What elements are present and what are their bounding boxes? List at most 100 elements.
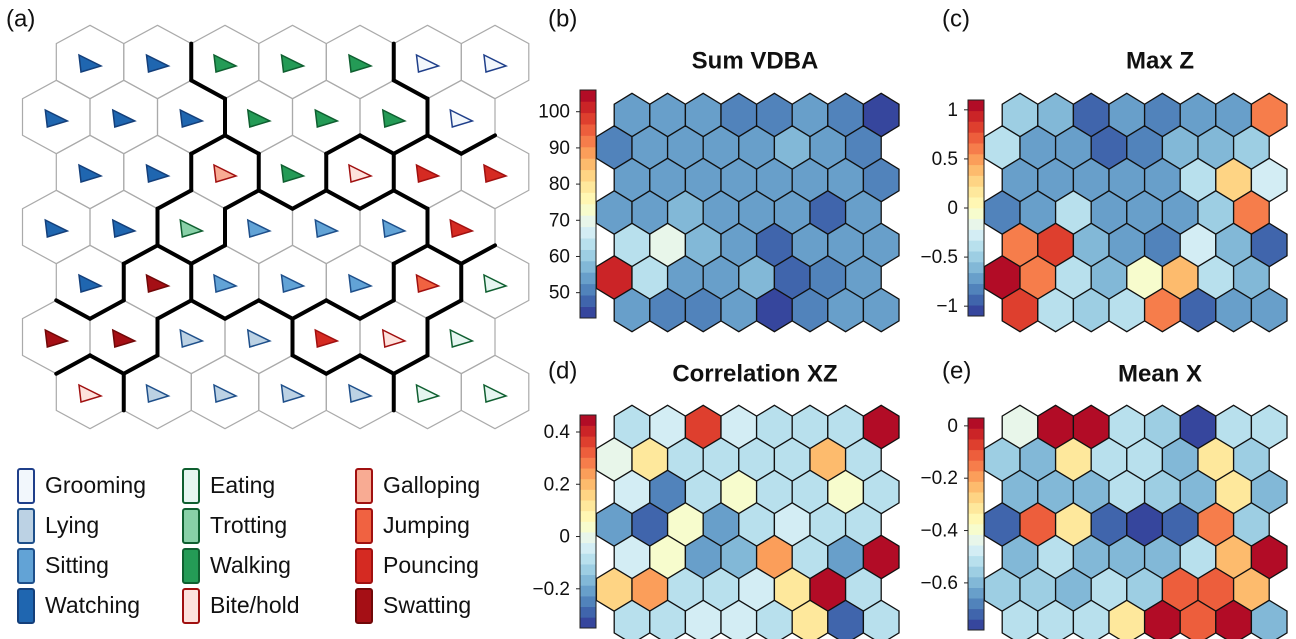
behavior-wedge (483, 273, 509, 293)
colorbar-segment (580, 457, 596, 469)
colorbar-segment (580, 425, 596, 437)
cluster-boundary (459, 243, 497, 266)
colorbar-tick-label: 100 (538, 102, 570, 123)
colorbar-segment (580, 90, 596, 102)
colorbar-segment (968, 262, 984, 274)
panel-label: (b) (548, 5, 577, 32)
panel-label: (c) (942, 5, 970, 32)
behavior-wedge (381, 108, 407, 128)
legend-swatch (17, 468, 35, 504)
colorbar-segment (580, 215, 596, 228)
cluster-boundary (155, 298, 194, 321)
colorbar-frame (967, 417, 985, 631)
colorbar-segment (580, 553, 596, 565)
panel-label: (a) (6, 5, 35, 32)
legend-label: Trotting (210, 512, 287, 538)
cluster-boundary (358, 188, 396, 211)
legend-swatch (182, 588, 200, 624)
colorbar-segment (580, 542, 596, 554)
behavior-wedge (145, 273, 171, 293)
colorbar-segment (580, 135, 596, 148)
cluster-boundary (391, 353, 430, 376)
colorbar-tick-label: −1 (936, 296, 958, 317)
cluster-boundary (54, 353, 92, 376)
behavior-wedge (78, 163, 104, 183)
behavior-wedge (483, 53, 509, 73)
behavior-wedge (213, 273, 239, 293)
cluster-boundary (324, 298, 362, 321)
cluster-boundary (223, 188, 261, 211)
cluster-boundary (425, 298, 464, 321)
colorbar-segment (968, 608, 984, 620)
colorbar-segment (580, 478, 596, 490)
behavior-wedge (415, 273, 441, 293)
colorbar-tick-label: 0.5 (932, 149, 958, 170)
legend-swatch (17, 588, 35, 624)
behavior-wedge (483, 383, 509, 403)
behavior-wedge (44, 328, 70, 348)
behavior-wedge (246, 218, 272, 238)
legend-label: Lying (45, 512, 99, 538)
colorbar-segment (968, 545, 984, 557)
behavior-wedge (348, 383, 374, 403)
heat-cell (1250, 599, 1288, 639)
behavior-wedge (348, 53, 374, 73)
colorbar-segment (580, 147, 596, 159)
cluster-boundary (324, 133, 362, 156)
colorbar-segment (968, 481, 984, 493)
panel-title: Sum VDBA (692, 47, 819, 74)
behavior-wedge (280, 273, 306, 293)
colorbar-segment (580, 226, 596, 239)
cluster-boundary (324, 353, 362, 376)
colorbar-segment (580, 261, 596, 273)
panel-label: (d) (548, 357, 577, 384)
colorbar-tick-label: 80 (549, 174, 570, 195)
legend-label: Sitting (45, 552, 109, 578)
colorbar-segment (968, 186, 984, 198)
behavior-wedge (449, 218, 475, 238)
behavior-wedge (44, 218, 70, 238)
cluster-boundary (189, 243, 227, 266)
colorbar-segment (968, 218, 984, 230)
behavior-wedge (449, 328, 475, 348)
heat-cell (1250, 287, 1288, 333)
colorbar-segment (968, 272, 984, 284)
behavior-wedge (213, 53, 239, 73)
behavior-wedge (179, 218, 205, 238)
colorbar-tick-label: 70 (549, 210, 570, 231)
behavior-wedge (314, 108, 340, 128)
colorbar-tick-label: 0.4 (544, 422, 571, 443)
colorbar-segment (968, 513, 984, 525)
legend-swatch (17, 548, 35, 584)
behavior-wedge (111, 328, 137, 348)
panel-title: Max Z (1126, 47, 1194, 74)
cluster-boundary (391, 78, 430, 101)
behavior-wedge (348, 273, 374, 293)
colorbar-segment (580, 238, 596, 250)
legend-swatch (355, 468, 373, 504)
cluster-boundary (155, 243, 194, 266)
colorbar-segment (580, 532, 596, 544)
colorbar-tick-label: 60 (549, 246, 570, 267)
cluster-boundary (358, 298, 396, 321)
cluster-boundary (189, 78, 227, 101)
colorbar-frame (579, 414, 597, 629)
colorbar-segment (580, 169, 596, 182)
colorbar-segment (968, 598, 984, 610)
colorbar-segment (580, 585, 596, 597)
cluster-boundary (358, 133, 396, 156)
legend-label: Bite/hold (210, 592, 300, 618)
cluster-boundary (459, 133, 497, 156)
colorbar-segment (968, 121, 984, 133)
cluster-boundary (358, 353, 396, 376)
colorbar-segment (968, 577, 984, 588)
cluster-boundary (88, 298, 126, 321)
colorbar-segment (968, 132, 984, 144)
colorbar-segment (968, 619, 984, 631)
colorbar-segment (580, 306, 596, 319)
cluster-boundary (189, 298, 227, 321)
behavior-wedge (111, 218, 137, 238)
colorbar-segment (968, 471, 984, 482)
colorbar-segment (968, 143, 984, 155)
cluster-boundary (223, 133, 261, 156)
